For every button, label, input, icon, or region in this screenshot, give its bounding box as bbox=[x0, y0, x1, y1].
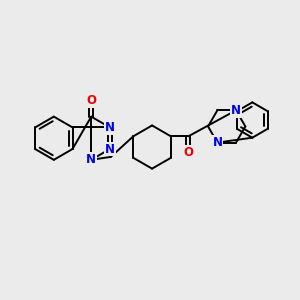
Text: N: N bbox=[105, 121, 115, 134]
Text: N: N bbox=[231, 104, 241, 117]
Text: N: N bbox=[105, 142, 115, 155]
Text: O: O bbox=[86, 94, 96, 107]
Text: O: O bbox=[183, 146, 194, 159]
Text: N: N bbox=[86, 153, 96, 166]
Text: N: N bbox=[212, 136, 222, 149]
